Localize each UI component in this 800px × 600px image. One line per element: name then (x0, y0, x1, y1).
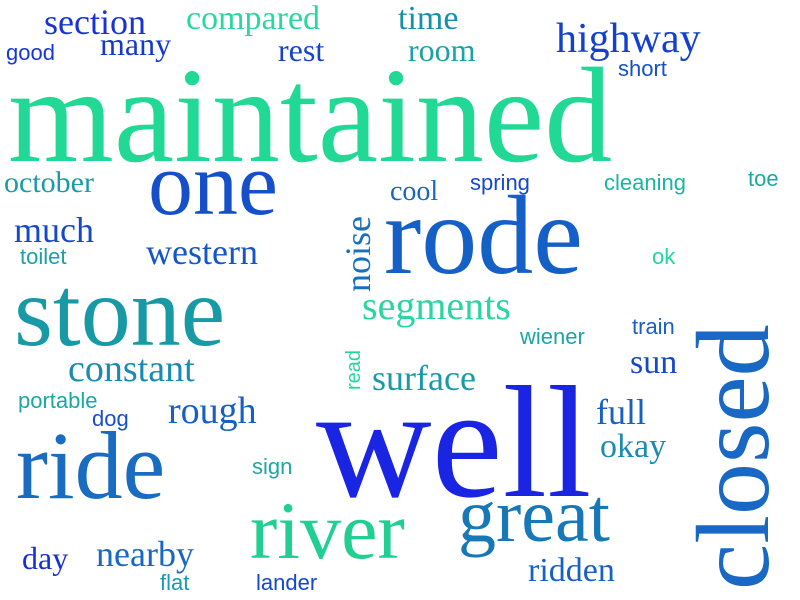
word-noise: noise (338, 216, 378, 292)
word-sign: sign (252, 454, 293, 479)
word-good: good (6, 40, 55, 65)
word-river: river (250, 485, 405, 576)
word-section: section (44, 2, 146, 42)
word-constant: constant (68, 348, 195, 390)
word-great: great (458, 474, 610, 558)
word-nearby: nearby (96, 534, 194, 574)
word-toilet: toilet (20, 244, 67, 269)
word-read: read (343, 349, 365, 390)
word-compared: compared (186, 0, 321, 37)
word-cleaning: cleaning (604, 170, 686, 195)
word-dog: dog (92, 406, 129, 431)
word-room: room (408, 32, 476, 68)
word-much: much (14, 210, 94, 250)
word-lander: lander (256, 570, 318, 595)
word-okay: okay (600, 428, 667, 465)
word-train: train (632, 314, 675, 339)
word-toe: toe (748, 166, 779, 191)
word-flat: flat (160, 570, 190, 595)
word-short: short (618, 56, 667, 81)
word-many: many (100, 26, 172, 62)
word-cool: cool (390, 176, 439, 207)
word-segments: segments (362, 283, 511, 328)
word-full: full (596, 392, 646, 432)
word-western: western (146, 232, 258, 272)
word-surface: surface (372, 358, 476, 398)
word-wiener: wiener (520, 324, 585, 349)
word-portable: portable (18, 388, 98, 413)
word-closed: closed (676, 324, 791, 590)
word-ridden: ridden (528, 552, 615, 589)
word-maintained: maintained (8, 41, 613, 191)
word-rest: rest (278, 32, 325, 68)
word-well: well (316, 353, 592, 531)
word-october: october (4, 166, 94, 199)
word-ok: ok (652, 244, 676, 269)
word-highway: highway (556, 16, 701, 62)
word-sun: sun (630, 344, 678, 381)
word-rough: rough (168, 390, 257, 432)
word-day: day (22, 540, 69, 576)
word-one: one (148, 135, 278, 234)
word-time: time (398, 0, 459, 37)
word-ride: ride (16, 412, 166, 519)
word-rode: rode (384, 174, 584, 298)
word-spring: spring (470, 170, 530, 195)
word-stone: stone (14, 256, 226, 367)
